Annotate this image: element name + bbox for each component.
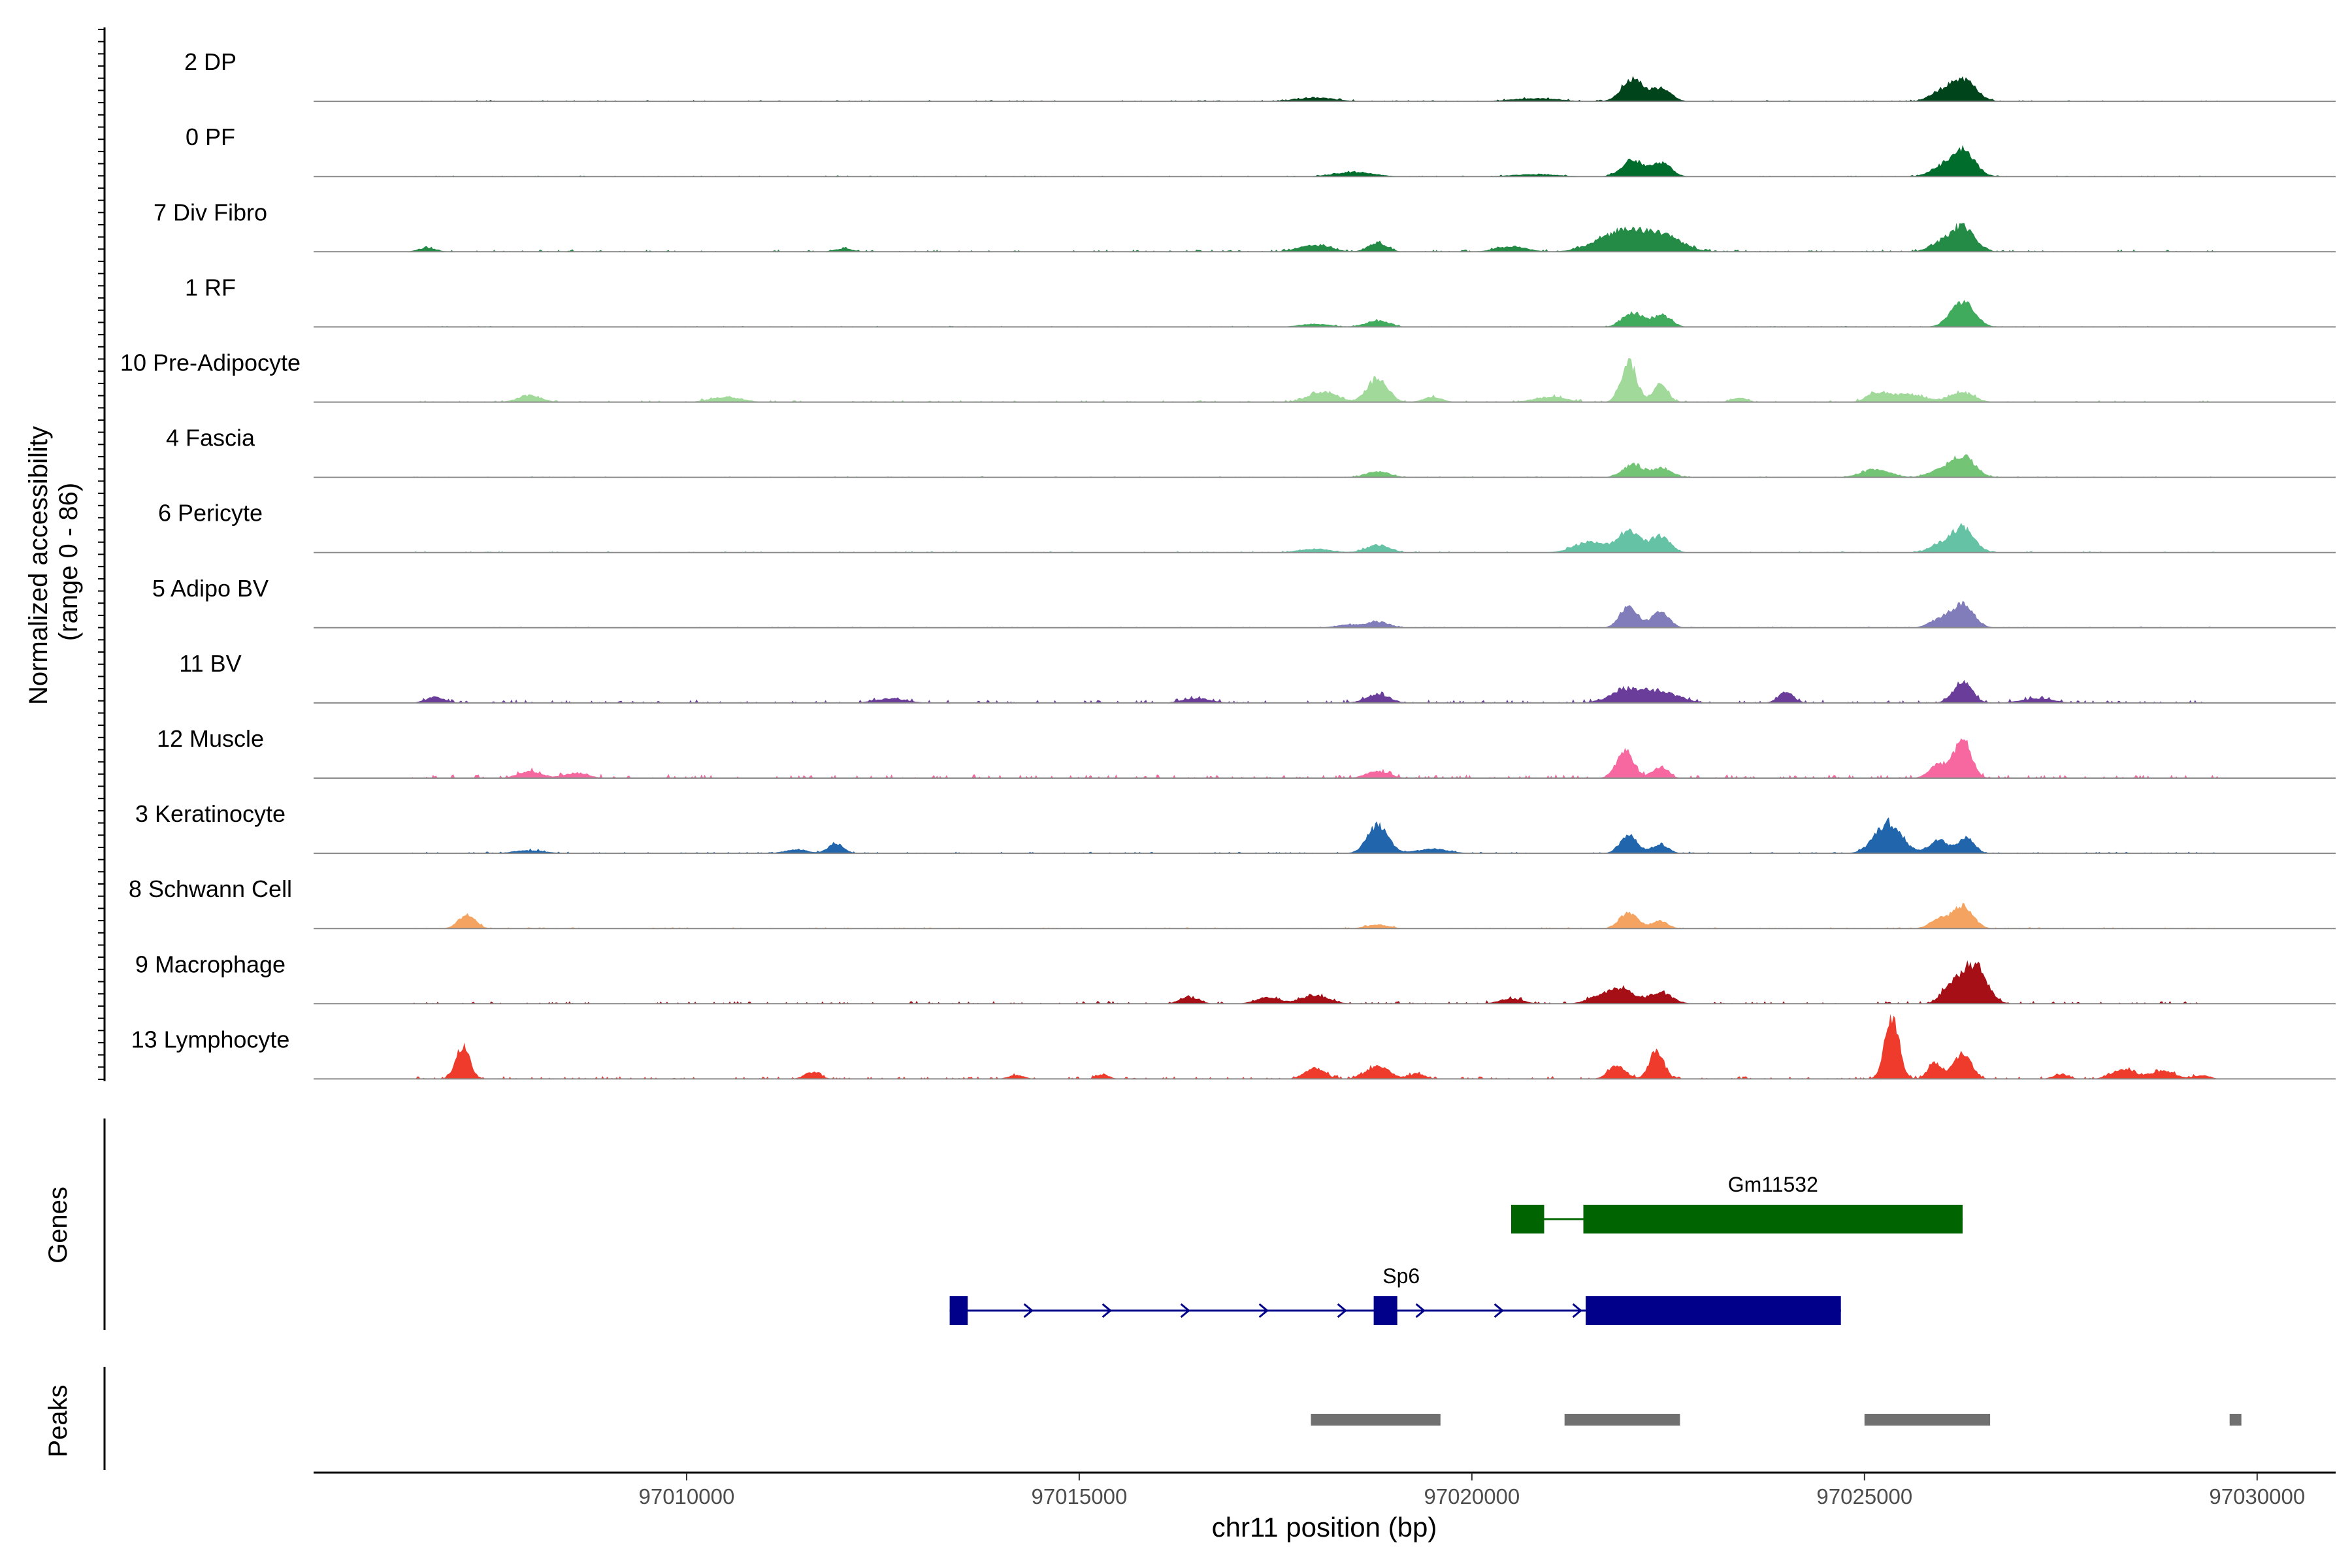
x-tick-label: 97020000 [1424,1484,1520,1509]
strand-arrow [1180,1303,1190,1318]
track-3: 7 Div Fibro [154,199,2336,253]
track-label: 0 PF [186,123,235,150]
track-label: 2 DP [184,48,237,75]
peaks-panel-label: Peaks [44,1384,73,1457]
track-label: 8 Schwann Cell [129,875,292,902]
track-label: 4 Fascia [166,425,255,451]
track-8: 5 Adipo BV [152,575,2336,629]
track-label: 13 Lymphocyte [131,1026,290,1053]
track-10: 12 Muscle [157,725,2336,779]
x-axis: 97010000 97015000 97020000 97025000 97030000 [314,1471,2336,1509]
coverage-area [314,144,2336,177]
y-axis [98,27,106,1081]
gene-annotation-panel: Gm11532 Sp6 [103,1119,1963,1330]
coverage-tracks: 2 DP 0 PF 7 Div Fibro 1 RF 10 Pre-Adipocyte 4… [120,48,2336,1080]
track-12: 8 Schwann Cell [129,875,2336,930]
exon [1373,1296,1397,1325]
genes-panel-label: Genes [44,1186,73,1264]
track-label: 6 Pericyte [158,500,263,527]
peak-region [1564,1414,1680,1426]
strand-arrow [1023,1303,1034,1318]
track-label: 1 RF [185,274,236,301]
coverage-area [314,679,2336,703]
coverage-area [314,358,2336,402]
strand-arrow [1572,1303,1582,1318]
coverage-area [314,817,2336,854]
track-9: 11 BV [179,650,2336,704]
track-13: 9 Macrophage [135,951,2336,1005]
coverage-area [314,600,2336,628]
exon [949,1296,968,1325]
strand-arrow [1337,1303,1347,1318]
exon [1511,1205,1544,1233]
track-label: 10 Pre-Adipocyte [120,350,301,376]
peak-region [1864,1414,1991,1426]
coverage-area [314,1013,2336,1079]
x-tick-label: 97015000 [1031,1484,1127,1509]
track-7: 6 Pericyte [158,500,2336,553]
exon [1583,1205,1963,1233]
gene-name-label: Sp6 [1382,1264,1420,1288]
track-2: 0 PF [186,123,2336,178]
gene-Sp6: Sp6 [949,1264,1841,1325]
coverage-area [314,454,2336,478]
x-axis-label: chr11 position (bp) [1212,1512,1437,1543]
strand-arrow [1258,1303,1269,1318]
track-label: 11 BV [179,650,241,677]
track-label: 9 Macrophage [135,951,286,977]
peaks-panel [103,1367,2242,1470]
exon [1586,1296,1841,1325]
y-axis-label-line2: (range 0 - 86) [54,483,83,641]
y-axis-label-line1: Normalized accessibility [24,426,53,705]
x-tick-label: 97010000 [639,1484,735,1509]
strand-arrow [1494,1303,1504,1318]
track-4: 1 RF [185,274,2336,328]
track-11: 3 Keratinocyte [135,800,2336,855]
strand-arrow [1102,1303,1112,1318]
track-label: 3 Keratinocyte [135,800,286,827]
peak-region [2229,1414,2242,1426]
y-axis-label: Normalized accessibility (range 0 - 86) [24,419,83,705]
strand-arrow [1415,1303,1426,1318]
track-1: 2 DP [184,48,2336,103]
gene-name-label: Gm11532 [1728,1173,1818,1196]
coverage-area [314,960,2336,1004]
coverage-area [314,738,2336,778]
track-label: 5 Adipo BV [152,575,269,602]
x-tick-label: 97025000 [1816,1484,1912,1509]
peak-region [1311,1414,1441,1426]
coverage-area [314,902,2336,929]
track-6: 4 Fascia [166,425,2336,478]
x-tick-label: 97030000 [2209,1484,2305,1509]
track-5: 10 Pre-Adipocyte [120,350,2336,403]
coverage-area [314,300,2336,327]
coverage-area [314,223,2336,252]
gene-Gm11532: Gm11532 [1511,1173,1963,1233]
coverage-area [314,523,2336,553]
track-label: 12 Muscle [157,725,264,752]
track-14: 13 Lymphocyte [131,1013,2336,1080]
track-label: 7 Div Fibro [154,199,267,225]
coverage-area [314,76,2336,102]
